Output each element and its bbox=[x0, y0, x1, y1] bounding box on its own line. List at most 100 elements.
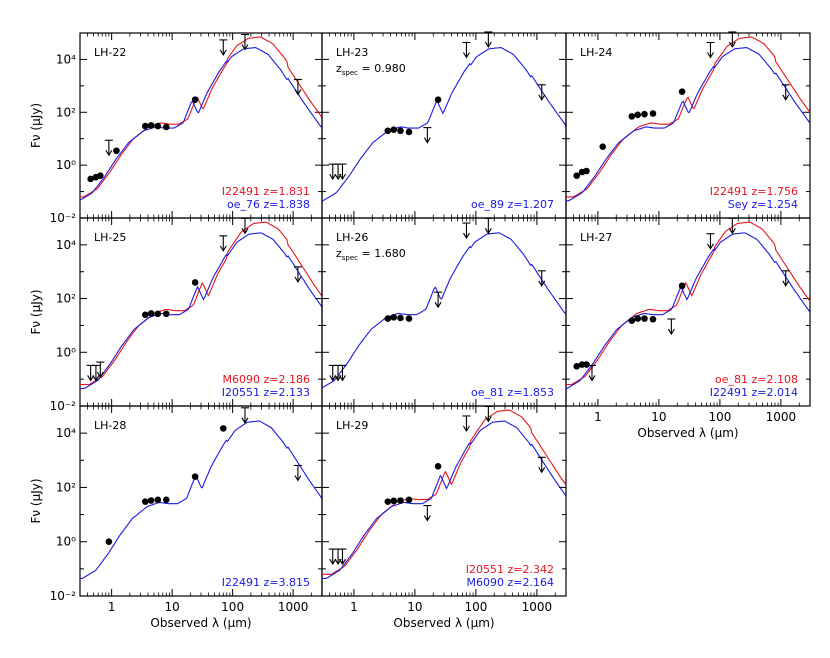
photometry-point bbox=[162, 496, 170, 504]
y-axis-title: Fν (μJy) bbox=[29, 103, 43, 148]
photometry-point bbox=[434, 463, 442, 470]
photometry-point bbox=[141, 311, 149, 319]
photometry-point bbox=[154, 122, 162, 130]
photometry-point bbox=[390, 126, 398, 133]
upper-limit-arrow bbox=[329, 173, 337, 181]
photometry-point bbox=[583, 361, 590, 368]
upper-limit-arrow bbox=[423, 137, 431, 144]
upper-limit-arrow bbox=[462, 232, 470, 240]
upper-limit-arrow bbox=[96, 371, 104, 379]
y-tick-label: 10⁴ bbox=[56, 426, 76, 440]
x-tick-label: 10 bbox=[164, 600, 179, 614]
y-tick-label: 10⁰ bbox=[56, 535, 76, 549]
panel-label: LH-22 bbox=[94, 46, 126, 59]
upper-limit-arrow bbox=[423, 515, 431, 522]
photometry-point bbox=[97, 172, 104, 179]
fit-legend-blue: M6090 z=2.164 bbox=[467, 576, 554, 589]
panel-label: LH-28 bbox=[94, 419, 126, 432]
fit-legend-blue: oe_81 z=1.853 bbox=[471, 386, 554, 399]
fit-legend-red: oe_81 z=2.108 bbox=[715, 373, 798, 386]
y-tick-label: 10⁻² bbox=[50, 589, 77, 603]
x-axis-title: Observed λ (μm) bbox=[393, 616, 494, 630]
photometry-point bbox=[147, 310, 155, 317]
photometry-point bbox=[405, 128, 413, 136]
y-axis-title: Fν (μJy) bbox=[29, 289, 43, 334]
fit-curve-blue bbox=[322, 47, 566, 202]
photometry-point bbox=[154, 496, 162, 504]
photometry-point bbox=[649, 110, 657, 117]
upper-limit-arrow bbox=[706, 52, 714, 59]
y-tick-label: 10⁴ bbox=[56, 52, 76, 66]
photometry-point bbox=[628, 317, 636, 324]
panel-label: LH-23 bbox=[336, 46, 368, 59]
photometry-point bbox=[599, 143, 607, 150]
x-tick-label: 1000 bbox=[278, 600, 309, 614]
photometry-point bbox=[397, 314, 404, 322]
upper-limit-arrow bbox=[462, 425, 470, 433]
panel-lh-29: 1 10 100 1000 Observed λ (μm) LH-29 I20551 z=2… bbox=[321, 405, 567, 630]
upper-limit-arrow bbox=[538, 467, 546, 474]
photometry-point bbox=[154, 310, 162, 318]
y-axis-title: Fν (μJy) bbox=[29, 478, 43, 523]
fit-curve-red bbox=[80, 221, 322, 386]
y-tick-label: 10⁰ bbox=[56, 158, 76, 172]
x-axis-title: Observed λ (μm) bbox=[150, 616, 251, 630]
fit-curve-red bbox=[566, 221, 810, 386]
fit-legend-red: M6090 z=2.186 bbox=[223, 373, 310, 386]
panel-label: LH-27 bbox=[580, 231, 612, 244]
panel-lh-25: 10⁻² 10⁰ 10² 10⁴ Fν (μJy) LH-25 M6090 z=2.186I… bbox=[29, 217, 323, 413]
photometry-point bbox=[113, 147, 120, 155]
photometry-point bbox=[191, 96, 199, 103]
panel-lh-22: 10⁻² 10⁰ 10² 10⁴ Fν (μJy) LH-22 I22491 z=1.831… bbox=[29, 32, 323, 225]
panel-lh-28: 10⁻² 10⁰ 10² 10⁴ Fν (μJy) 1 10 100 1000 Observed … bbox=[29, 405, 323, 630]
upper-limit-arrow bbox=[329, 558, 337, 566]
upper-limit-arrow bbox=[241, 228, 249, 235]
fit-curve-blue bbox=[80, 232, 322, 390]
upper-limit-arrow bbox=[782, 280, 790, 287]
upper-limit-arrow bbox=[484, 228, 492, 235]
photometry-point bbox=[583, 167, 590, 175]
y-tick-label: 10⁴ bbox=[56, 238, 76, 252]
photometry-point bbox=[649, 315, 657, 323]
upper-limit-arrow bbox=[105, 149, 113, 157]
fit-legend-blue: I22491 z=3.815 bbox=[222, 576, 310, 589]
panel-frame bbox=[79, 405, 323, 597]
upper-limit-arrow bbox=[538, 280, 546, 287]
photometry-point bbox=[397, 127, 404, 135]
upper-limit-arrow bbox=[241, 44, 249, 51]
photometry-point bbox=[191, 473, 199, 480]
fit-legend-red: I20551 z=2.342 bbox=[466, 563, 554, 576]
upper-limit-arrow bbox=[667, 328, 675, 336]
y-tick-label: 10² bbox=[56, 480, 76, 494]
upper-limit-arrow bbox=[484, 416, 492, 423]
x-tick-label: 10 bbox=[407, 600, 422, 614]
y-tick-label: 10² bbox=[56, 292, 76, 306]
panel-label: LH-26 bbox=[336, 231, 368, 244]
upper-limit-arrow bbox=[782, 94, 790, 101]
photometry-point bbox=[434, 96, 442, 103]
upper-limit-arrow bbox=[706, 243, 714, 250]
z-spec-label: zspec = 1.680 bbox=[336, 247, 406, 262]
upper-limit-arrow bbox=[92, 375, 100, 382]
photometry-point bbox=[384, 315, 392, 322]
upper-limit-arrow bbox=[294, 89, 302, 96]
x-tick-label: 100 bbox=[708, 410, 731, 424]
panel-lh-27: 1 10 100 1000 Observed λ (μm) LH-27 oe_81 z=2.… bbox=[565, 217, 811, 440]
photometry-point bbox=[405, 315, 413, 322]
photometry-point bbox=[147, 122, 155, 129]
y-tick-label: 10² bbox=[56, 105, 76, 119]
panel-label: LH-29 bbox=[336, 419, 368, 432]
fit-legend-blue: oe_76 z=1.838 bbox=[227, 198, 310, 211]
fit-curve-red bbox=[80, 36, 322, 198]
upper-limit-arrow bbox=[294, 276, 302, 283]
y-tick-label: 10⁻² bbox=[50, 399, 77, 413]
fit-curve-blue bbox=[80, 420, 322, 579]
x-tick-label: 1000 bbox=[766, 410, 797, 424]
upper-limit-arrow bbox=[339, 173, 346, 181]
photometry-point bbox=[147, 497, 155, 504]
y-tick-label: 10⁰ bbox=[56, 345, 76, 359]
x-tick-label: 100 bbox=[221, 600, 244, 614]
fit-legend-red: I22491 z=1.831 bbox=[222, 185, 310, 198]
